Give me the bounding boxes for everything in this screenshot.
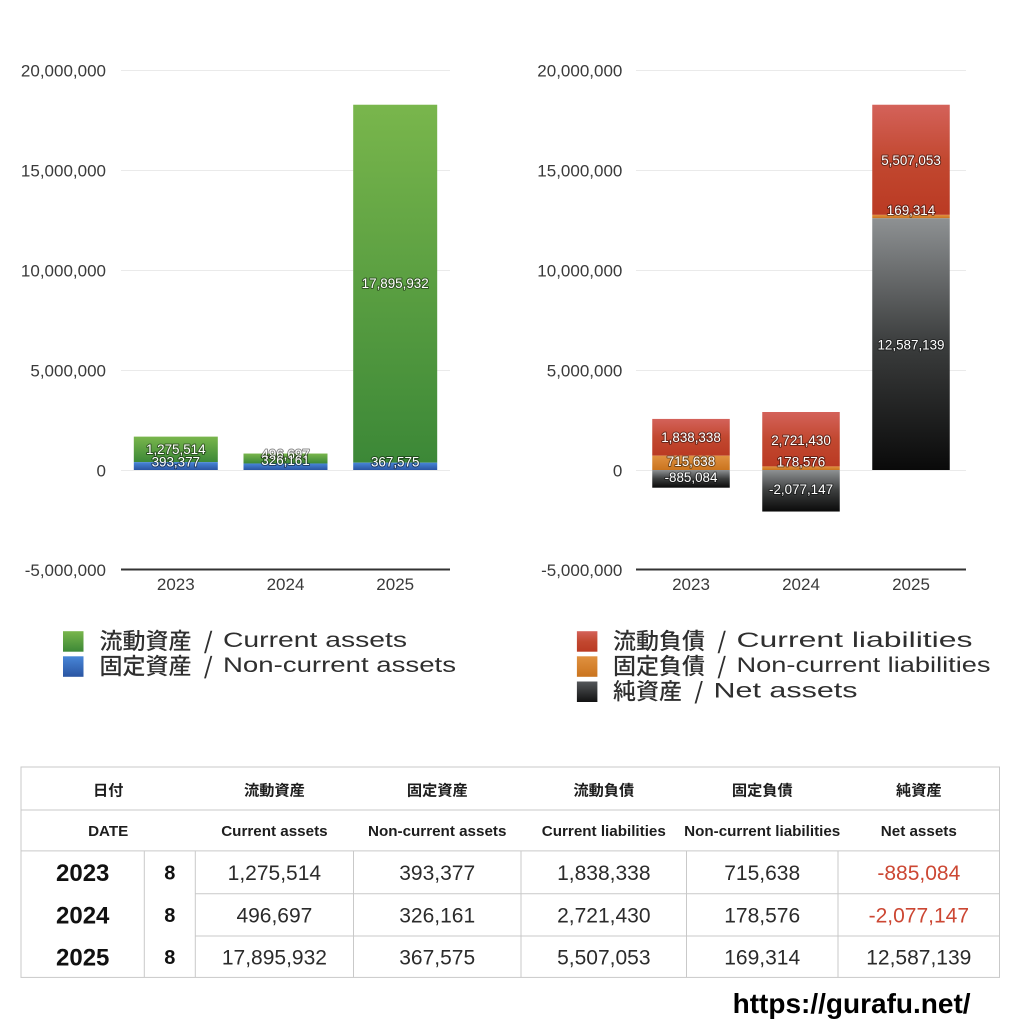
svg-text:1,838,338: 1,838,338 xyxy=(557,862,650,885)
svg-text:Current liabilities: Current liabilities xyxy=(542,823,666,840)
svg-text:2025: 2025 xyxy=(892,575,930,594)
svg-text:2024: 2024 xyxy=(56,903,110,930)
svg-text:12,587,139: 12,587,139 xyxy=(866,946,971,969)
svg-text:2023: 2023 xyxy=(672,575,710,594)
svg-text:1,275,514: 1,275,514 xyxy=(146,442,206,457)
svg-text:Current liabilities: Current liabilities xyxy=(737,629,973,652)
svg-text:-2,077,147: -2,077,147 xyxy=(769,482,833,497)
svg-text:2023: 2023 xyxy=(56,860,109,887)
svg-text:5,507,053: 5,507,053 xyxy=(881,153,941,168)
svg-text:1,838,338: 1,838,338 xyxy=(661,430,721,445)
svg-text:15,000,000: 15,000,000 xyxy=(537,161,622,180)
svg-text:8: 8 xyxy=(164,947,175,969)
svg-text:2025: 2025 xyxy=(376,575,414,594)
svg-text:20,000,000: 20,000,000 xyxy=(537,61,622,80)
svg-text:2,721,430: 2,721,430 xyxy=(557,905,650,928)
svg-text:10,000,000: 10,000,000 xyxy=(21,261,106,280)
svg-text:Net assets: Net assets xyxy=(714,679,858,702)
svg-text:17,895,932: 17,895,932 xyxy=(362,276,429,291)
svg-text:0: 0 xyxy=(613,461,622,480)
svg-text:-885,084: -885,084 xyxy=(665,470,718,485)
svg-text:20,000,000: 20,000,000 xyxy=(21,61,106,80)
svg-text:178,576: 178,576 xyxy=(724,905,800,928)
svg-text:393,377: 393,377 xyxy=(152,455,200,470)
svg-text:8: 8 xyxy=(164,863,175,885)
svg-text:169,314: 169,314 xyxy=(724,946,800,969)
svg-text:Non-current assets: Non-current assets xyxy=(368,823,506,840)
svg-text:178,576: 178,576 xyxy=(777,454,825,469)
svg-text:-5,000,000: -5,000,000 xyxy=(541,561,622,580)
svg-text:Non-current liabilities: Non-current liabilities xyxy=(684,823,840,840)
svg-text:326,161: 326,161 xyxy=(261,453,309,468)
svg-text:393,377: 393,377 xyxy=(399,862,475,885)
svg-text:2024: 2024 xyxy=(782,575,820,594)
svg-text:2023: 2023 xyxy=(157,575,195,594)
svg-text:169,314: 169,314 xyxy=(887,203,936,218)
svg-text:326,161: 326,161 xyxy=(399,905,475,928)
svg-text:8: 8 xyxy=(164,905,175,927)
svg-text:5,507,053: 5,507,053 xyxy=(557,946,650,969)
svg-text:496,697: 496,697 xyxy=(261,447,309,462)
svg-text:Non-current liabilities: Non-current liabilities xyxy=(737,654,991,677)
svg-text:17,895,932: 17,895,932 xyxy=(222,946,327,969)
svg-text:367,575: 367,575 xyxy=(371,455,419,470)
svg-text:2024: 2024 xyxy=(267,575,305,594)
svg-text:2025: 2025 xyxy=(56,944,109,971)
svg-text:5,000,000: 5,000,000 xyxy=(547,361,623,380)
svg-text:715,638: 715,638 xyxy=(667,454,715,469)
svg-text:Current assets: Current assets xyxy=(221,823,327,840)
svg-text:-5,000,000: -5,000,000 xyxy=(25,561,106,580)
svg-text:715,638: 715,638 xyxy=(724,862,800,885)
svg-text:0: 0 xyxy=(97,461,106,480)
svg-text:1,275,514: 1,275,514 xyxy=(228,862,322,885)
svg-text:Non-current assets: Non-current assets xyxy=(223,654,456,677)
svg-text:Current assets: Current assets xyxy=(223,629,407,652)
svg-text:10,000,000: 10,000,000 xyxy=(537,261,622,280)
svg-text:2,721,430: 2,721,430 xyxy=(771,433,831,448)
svg-text:496,697: 496,697 xyxy=(236,905,312,928)
svg-text:Net assets: Net assets xyxy=(881,823,957,840)
svg-text:5,000,000: 5,000,000 xyxy=(30,361,106,380)
svg-text:-2,077,147: -2,077,147 xyxy=(869,905,969,928)
svg-text:DATE: DATE xyxy=(88,823,128,840)
svg-text:367,575: 367,575 xyxy=(399,946,475,969)
svg-text:-885,084: -885,084 xyxy=(877,862,960,885)
svg-text:https://gurafu.net/: https://gurafu.net/ xyxy=(733,988,971,1019)
svg-text:12,587,139: 12,587,139 xyxy=(877,337,944,352)
svg-text:15,000,000: 15,000,000 xyxy=(21,161,106,180)
